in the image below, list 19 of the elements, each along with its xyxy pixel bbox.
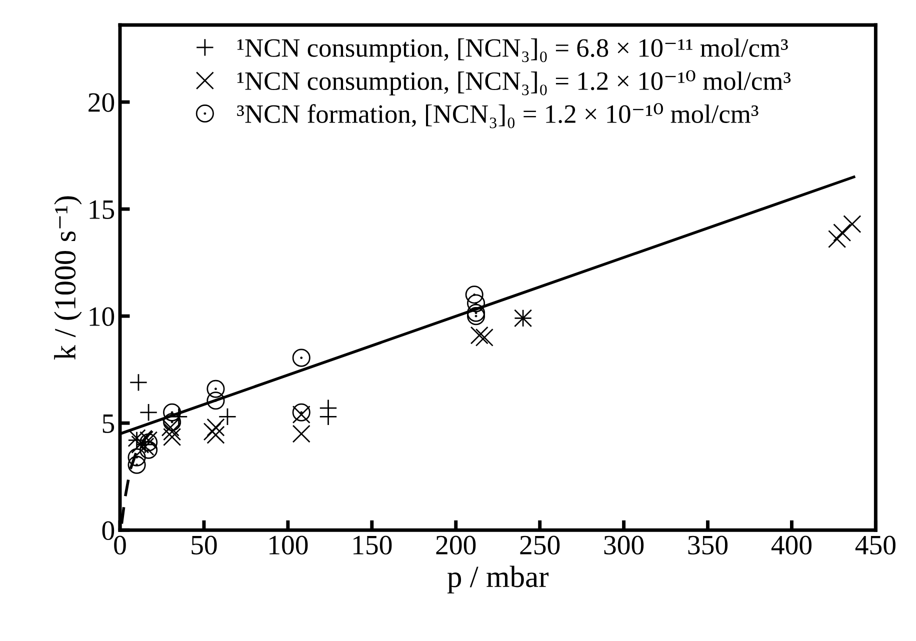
- x-tick-label: 350: [688, 536, 728, 555]
- legend-label: ¹NCN consumption, [NCN₃]₀ = 6.8 × 10⁻¹¹ mol/cm³: [237, 38, 788, 62]
- legend-label: ³NCN formation, [NCN₃]₀ = 1.2 × 10⁻¹⁰ mol/cm³: [237, 103, 758, 128]
- x-tick-label: 150: [354, 536, 392, 555]
- x-tick-label: 200: [436, 536, 476, 555]
- legend-label: ¹NCN consumption, [NCN₃]₀ = 1.2 × 10⁻¹⁰ mol/cm³: [237, 70, 791, 96]
- y-tick-label: 5: [102, 414, 114, 434]
- y-tick-label: 20: [88, 93, 114, 112]
- x-tick-label: 450: [855, 536, 896, 555]
- y-axis-title: k / (1000 s⁻¹): [54, 196, 82, 360]
- x-axis-title: p / mbar: [447, 566, 548, 594]
- y-tick-label: 0: [102, 521, 114, 540]
- x-tick-label: 400: [771, 536, 812, 555]
- x-tick-label: 300: [604, 536, 644, 555]
- x-tick-label: 50: [192, 536, 217, 555]
- x-tick-label: 250: [520, 536, 560, 555]
- y-tick-label: 15: [90, 200, 114, 219]
- y-tick-label: 10: [90, 307, 114, 326]
- x-tick-label: 100: [270, 536, 308, 555]
